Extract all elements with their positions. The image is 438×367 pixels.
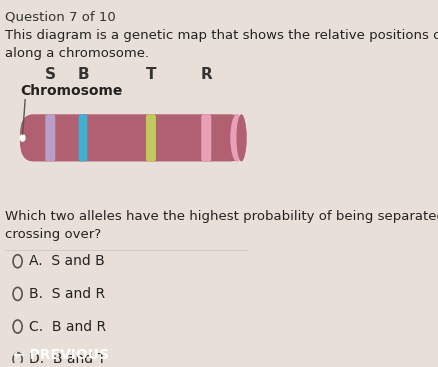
Text: C.  B and R: C. B and R	[29, 320, 106, 334]
Text: T: T	[146, 67, 156, 81]
Text: Chromosome: Chromosome	[20, 84, 123, 98]
Text: S: S	[45, 67, 56, 81]
FancyBboxPatch shape	[20, 114, 43, 161]
FancyBboxPatch shape	[45, 114, 55, 161]
Text: D.  B and T: D. B and T	[29, 352, 106, 366]
FancyBboxPatch shape	[78, 114, 88, 161]
Text: This diagram is a genetic map that shows the relative positions of four alleles
: This diagram is a genetic map that shows…	[5, 29, 438, 60]
Ellipse shape	[237, 114, 247, 161]
Text: A.  S and B: A. S and B	[29, 254, 105, 268]
Text: Question 7 of 10: Question 7 of 10	[5, 11, 116, 24]
FancyBboxPatch shape	[20, 114, 244, 161]
Text: B: B	[77, 67, 89, 81]
Circle shape	[21, 135, 25, 141]
Text: R: R	[200, 67, 212, 81]
Text: ← PREVIOUS: ← PREVIOUS	[13, 348, 110, 362]
Text: B.  S and R: B. S and R	[29, 287, 105, 301]
FancyBboxPatch shape	[201, 114, 211, 161]
FancyBboxPatch shape	[224, 114, 247, 161]
Ellipse shape	[230, 114, 244, 162]
Text: Which two alleles have the highest probability of being separated due to
crossin: Which two alleles have the highest proba…	[5, 210, 438, 241]
FancyBboxPatch shape	[146, 114, 156, 161]
